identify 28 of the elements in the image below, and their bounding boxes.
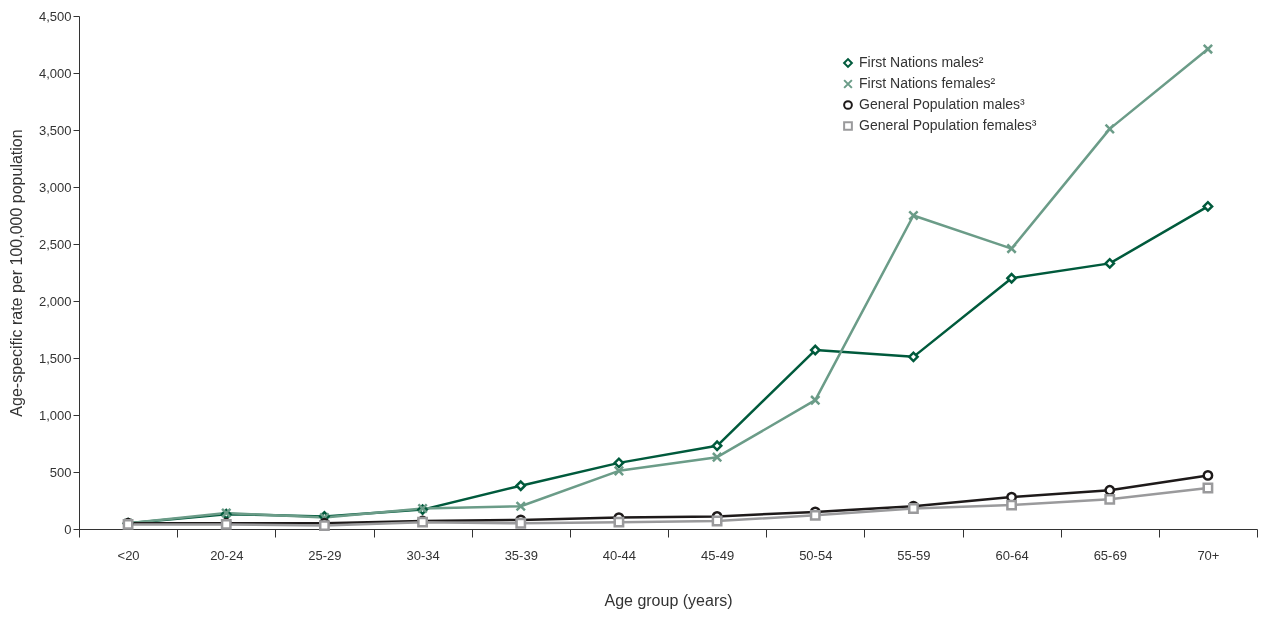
y-tick-label: 3,500 [38, 122, 72, 138]
x-tick-label: 55-59 [897, 547, 931, 563]
x-tick-label: 25-29 [308, 547, 342, 563]
x-tick-label: 65-69 [1093, 547, 1127, 563]
legend-label: General Population females³ [859, 117, 1037, 133]
x-tick-label: 70+ [1197, 547, 1220, 563]
x-tick-label: 60-64 [995, 547, 1029, 563]
x-tick-label: <20 [117, 547, 140, 563]
legend-label: First Nations males² [859, 54, 984, 70]
y-axis-title: Age-specific rate per 100,000 population [7, 129, 25, 417]
y-tick-label: 2,500 [38, 236, 72, 252]
legend-label: General Population males³ [859, 96, 1026, 112]
legend-label: First Nations females² [859, 75, 996, 91]
x-axis-title: Age group (years) [604, 591, 733, 609]
x-tick-label: 35-39 [504, 547, 538, 563]
y-tick-label: 500 [49, 464, 72, 480]
y-tick-label: 2,000 [38, 293, 72, 309]
y-tick-label: 1,000 [38, 407, 72, 423]
x-tick-label: 30-34 [406, 547, 440, 563]
y-tick-label: 4,000 [38, 65, 72, 81]
x-tick-label: 50-54 [799, 547, 833, 563]
y-tick-label: 4,500 [38, 8, 72, 24]
x-tick-label: 45-49 [700, 547, 735, 563]
y-tick-label: 0 [64, 521, 72, 537]
y-tick-label: 1,500 [38, 350, 72, 366]
y-tick-label: 3,000 [38, 179, 72, 195]
x-tick-label: 20-24 [210, 547, 244, 563]
x-tick-label: 40-44 [602, 547, 637, 563]
